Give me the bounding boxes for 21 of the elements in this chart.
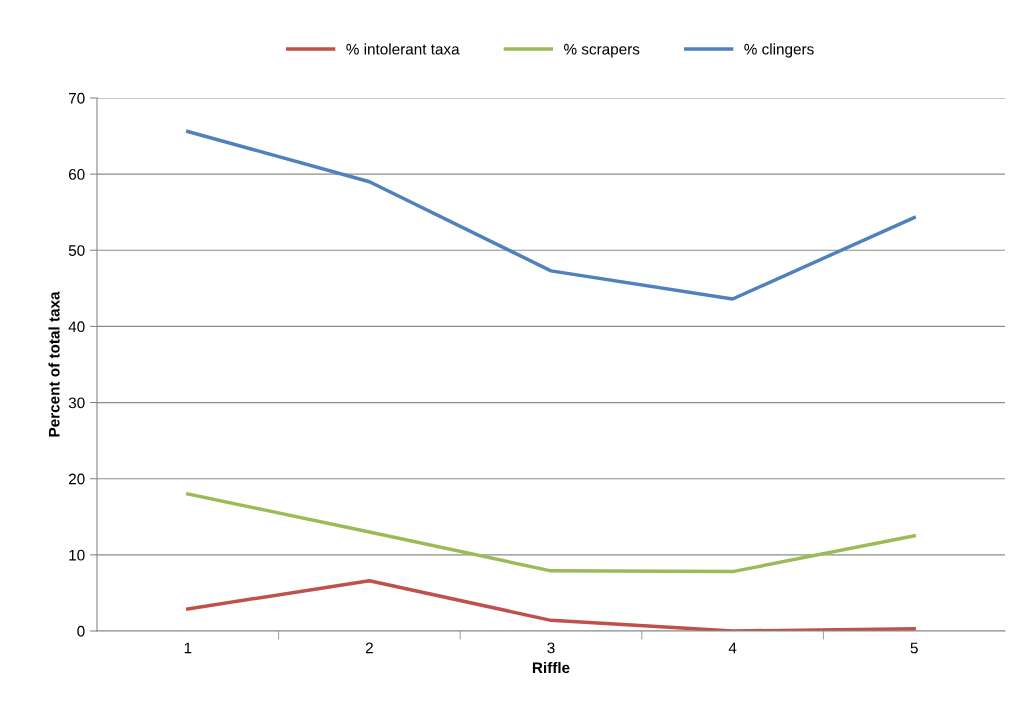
y-tick-label: 60 bbox=[68, 169, 85, 180]
y-tick-label: 70 bbox=[68, 92, 85, 104]
y-tick-label: 30 bbox=[68, 397, 85, 409]
x-tick-label: 5 bbox=[910, 642, 918, 654]
legend-label: % clingers bbox=[744, 43, 814, 58]
legend-label: % intolerant taxa bbox=[346, 43, 460, 55]
line-series bbox=[186, 129, 916, 301]
y-tick-label: 50 bbox=[68, 245, 85, 256]
y-tick-label: 20 bbox=[68, 473, 85, 485]
line-series bbox=[186, 579, 916, 631]
x-tick-label: 1 bbox=[184, 642, 192, 654]
y-tick-label: 10 bbox=[69, 549, 85, 561]
x-tick-label: 2 bbox=[365, 642, 373, 654]
x-axis-title: Riffle bbox=[532, 661, 570, 674]
y-tick-label: 40 bbox=[68, 321, 85, 333]
x-tick-label: 3 bbox=[547, 642, 555, 654]
legend-label: % scrapers bbox=[564, 43, 640, 58]
y-tick-label: 0 bbox=[77, 625, 85, 637]
line-series bbox=[186, 492, 916, 574]
x-tick-label: 4 bbox=[728, 642, 737, 654]
y-axis-title: Percent of total taxa bbox=[48, 291, 60, 437]
